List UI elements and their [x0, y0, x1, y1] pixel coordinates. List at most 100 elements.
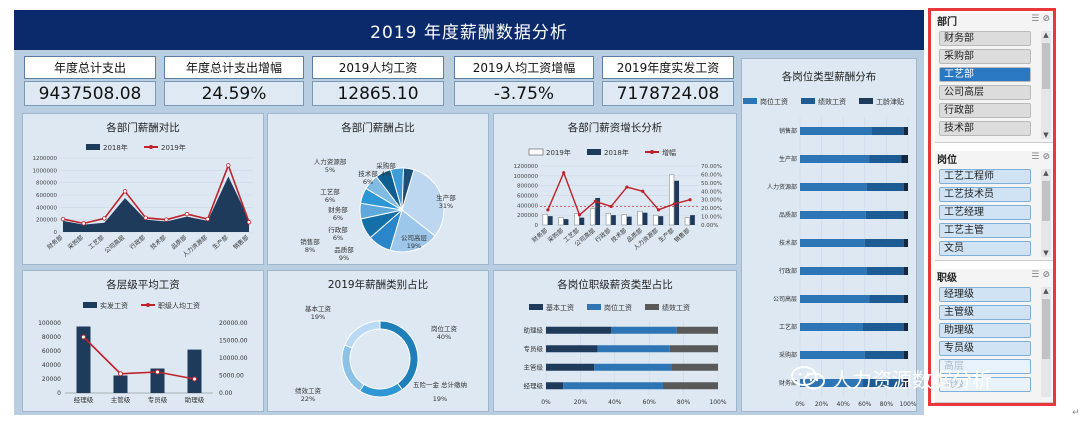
- bar-segment-绩效工资: [671, 363, 718, 371]
- y-tick-label: 财务部: [779, 379, 797, 387]
- kpi-value-actual-salary: 7178724.08: [602, 81, 734, 106]
- chart-level-avg: 实发工资 职级人均工资 0 20000 40000 60000 80000 100000 0.0…: [38, 301, 248, 404]
- watermark-text: 人力资源数据分析: [832, 367, 992, 392]
- data-point: [577, 213, 582, 217]
- bar-actual-salary: [113, 375, 128, 393]
- slicer-item[interactable]: 财务部: [939, 31, 1031, 46]
- x-tick-label: 技术部: [149, 233, 168, 251]
- y2-tick-label: 30.00%: [701, 198, 722, 204]
- panel-dept-growth: 各部门薪资增长分析 2019年 2018年 增幅 0 200000 400000 60000…: [493, 113, 737, 265]
- slicer-item[interactable]: 公司高层: [939, 85, 1031, 100]
- panel-level-avg: 各层级平均工资 实发工资 职级人均工资 0 20000 40000 60000 80000 1…: [22, 270, 264, 412]
- chart-title: 2019年薪酬类别占比: [327, 279, 429, 291]
- kpi-value-expense-growth: 24.59%: [164, 81, 304, 106]
- y-tick-label: 生产部: [779, 155, 797, 163]
- y-tick-label: 600000: [36, 193, 57, 199]
- y-tick-label: 人力资源部: [767, 183, 797, 191]
- slicer-item[interactable]: 行政部: [939, 103, 1031, 118]
- scroll-up-icon[interactable]: ▲: [1043, 169, 1049, 177]
- bar-segment-工龄津贴: [903, 351, 908, 359]
- data-point: [593, 199, 597, 203]
- x-tick-label: 财务部: [45, 233, 64, 251]
- slicer-scrollbar[interactable]: ▲ ▼: [1041, 31, 1051, 139]
- slicer-item[interactable]: 工艺工程师: [939, 169, 1031, 184]
- pie-slice: [401, 167, 415, 211]
- slicer-item[interactable]: 高层: [939, 359, 1031, 374]
- bar-segment-绩效工资: [864, 351, 904, 359]
- bar-2018: [579, 217, 585, 225]
- bar-2018: [595, 197, 601, 225]
- data-point: [546, 208, 550, 212]
- pie-slice: [358, 382, 404, 398]
- bar-2019: [605, 212, 612, 226]
- legend-label: 2019年: [546, 148, 571, 157]
- slice-label: 生产部: [436, 193, 456, 202]
- legend-marker: [146, 303, 150, 307]
- y-tick-label: 技术部: [779, 239, 797, 247]
- legend-swatch: [743, 98, 757, 104]
- slicer-item[interactable]: 文员: [939, 241, 1031, 256]
- bar-segment-绩效工资: [869, 295, 904, 303]
- data-point: [81, 334, 86, 340]
- x-tick-label: 经理级: [74, 395, 94, 404]
- slicer-level: 职级 ☰ ⊘ 经理级 主管级 助理级 专员级 高层 低级 ▲: [935, 269, 1053, 403]
- slice-percent: 40%: [437, 333, 451, 341]
- x-tick-label: 60%: [858, 401, 872, 408]
- multi-select-icon[interactable]: ☰: [1031, 270, 1040, 280]
- slicer-item[interactable]: 助理级: [939, 323, 1031, 338]
- multi-select-icon[interactable]: ☰: [1031, 152, 1040, 162]
- scroll-down-icon[interactable]: ▼: [1043, 131, 1049, 139]
- slicer-scrollbar[interactable]: ▲ ▼: [1041, 169, 1051, 257]
- slicer-scrollbar[interactable]: ▲: [1041, 287, 1051, 397]
- scroll-thumb[interactable]: [1042, 299, 1050, 359]
- bar-segment-工龄津贴: [903, 379, 908, 387]
- data-point: [81, 221, 86, 226]
- slice-percent: 19%: [433, 395, 447, 403]
- slicer-item[interactable]: 采购部: [939, 49, 1031, 64]
- slice-label: 技术部: [358, 169, 378, 178]
- bar-2019: [668, 174, 675, 226]
- slicer-item[interactable]: 低级: [939, 377, 1031, 392]
- slicer-item[interactable]: 专员级: [939, 341, 1031, 356]
- bar-segment-岗位工资: [800, 183, 867, 191]
- y-tick-label: 200000: [36, 218, 57, 224]
- chart-title: 各部门薪资增长分析: [567, 122, 663, 134]
- slicer-item[interactable]: 主管级: [939, 305, 1031, 320]
- bar-segment-绩效工资: [866, 267, 904, 275]
- slicer-item[interactable]: 工艺主管: [939, 223, 1031, 238]
- clear-filter-icon[interactable]: ⊘: [1042, 14, 1050, 24]
- data-point: [192, 376, 197, 382]
- clear-filter-icon[interactable]: ⊘: [1042, 270, 1050, 280]
- pie-slice: [379, 320, 419, 391]
- clear-filter-icon[interactable]: ⊘: [1042, 152, 1050, 162]
- slice-percent: 6%: [333, 214, 343, 222]
- legend-label: 职级人均工资: [158, 301, 200, 310]
- scroll-up-icon[interactable]: ▲: [1043, 287, 1049, 295]
- bar-segment-工龄津贴: [903, 295, 908, 303]
- kpi-value-avg-salary: 12865.10: [312, 81, 444, 106]
- data-point: [609, 204, 613, 209]
- slicer-item[interactable]: 技术部: [939, 121, 1031, 136]
- slicer-item[interactable]: 经理级: [939, 287, 1031, 302]
- slicer-item[interactable]: 工艺经理: [939, 205, 1031, 220]
- scroll-thumb[interactable]: [1042, 181, 1050, 221]
- bar-actual-salary: [150, 368, 165, 393]
- scroll-thumb[interactable]: [1042, 43, 1050, 89]
- scroll-down-icon[interactable]: ▼: [1043, 249, 1049, 257]
- bar-2019: [574, 213, 580, 226]
- slice-percent: 31%: [439, 202, 453, 210]
- bar-actual-salary: [76, 326, 91, 393]
- slicer-item[interactable]: 工艺技术员: [939, 187, 1031, 202]
- slicer-header: 岗位 ☰ ⊘: [935, 151, 1053, 167]
- slicer-item[interactable]: 工艺部: [939, 67, 1031, 82]
- y2-tick-label: 15000.00: [219, 338, 248, 345]
- kpi-label-total-expense: 年度总计支出: [24, 56, 156, 79]
- legend-label: 工龄津贴: [876, 97, 904, 106]
- multi-select-icon[interactable]: ☰: [1031, 14, 1040, 24]
- bar-segment-绩效工资: [669, 345, 718, 353]
- area-series-2018: [63, 176, 249, 232]
- slice-label: 基本工资: [305, 304, 332, 313]
- x-tick-label: 采购部: [66, 233, 85, 251]
- x-tick-label: 技术部: [609, 226, 628, 244]
- scroll-up-icon[interactable]: ▲: [1043, 31, 1049, 39]
